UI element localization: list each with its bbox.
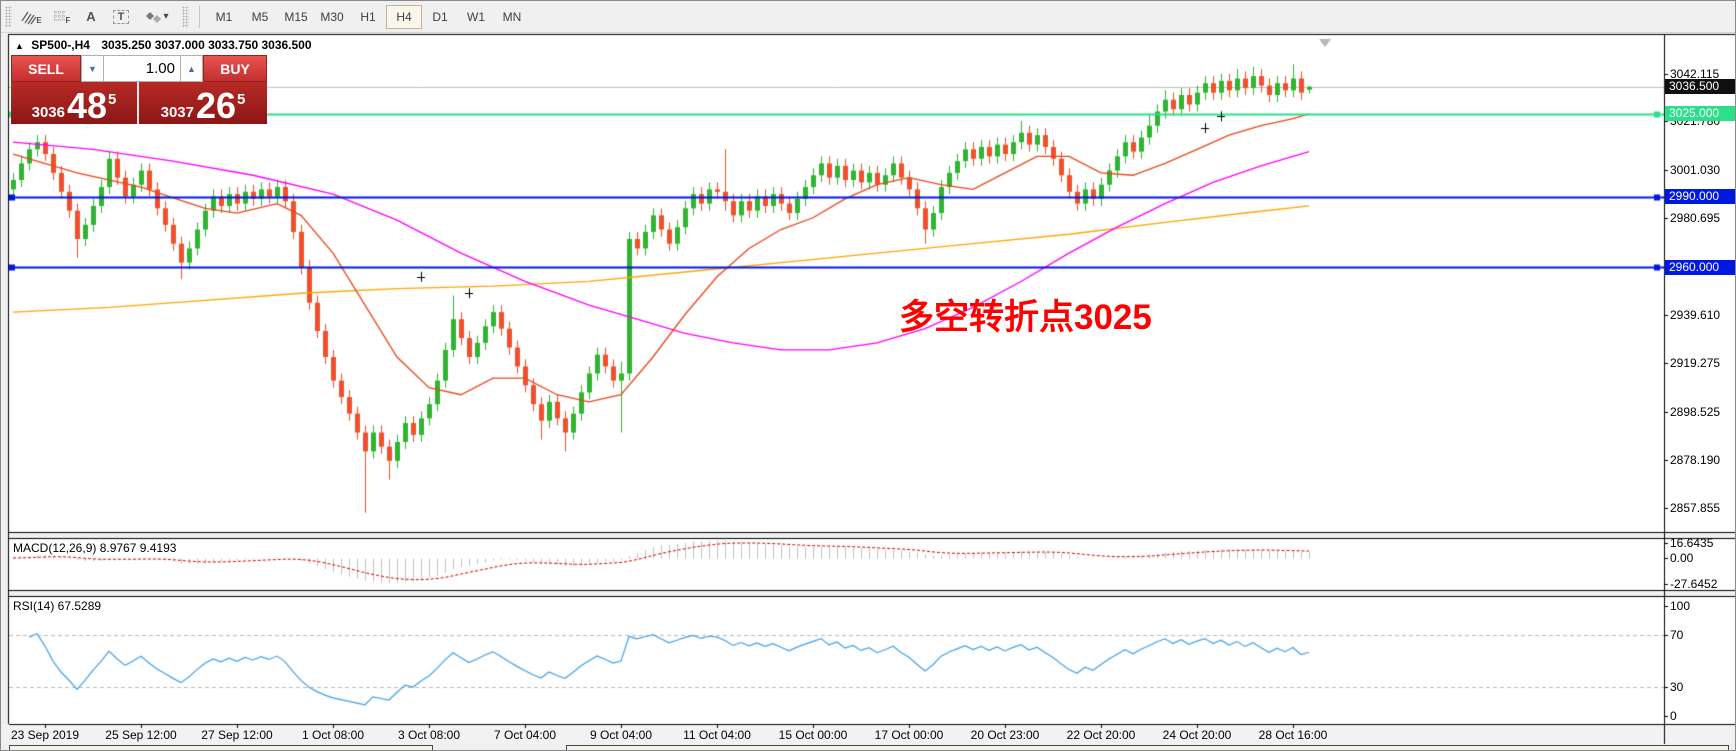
timeframe-button-m15[interactable]: M15: [284, 9, 308, 24]
timeframe-button-d1[interactable]: D1: [432, 9, 448, 24]
sell-price-prefix: 3036: [31, 104, 65, 121]
timeframe-button-m30[interactable]: M30: [320, 9, 344, 24]
price-tick-label: 2919.275: [1670, 356, 1721, 371]
current-price-badge: 3036.500: [1665, 79, 1735, 95]
time-tick-label: 7 Oct 04:00: [493, 728, 557, 742]
time-tick-label: 27 Sep 12:00: [201, 728, 273, 742]
toolbar-grip[interactable]: [5, 5, 12, 28]
timeframe-button-w1[interactable]: W1: [467, 9, 485, 24]
time-tick-label: 22 Oct 20:00: [1066, 728, 1136, 742]
timeframe-bar: M1 M5 M15 M30 H1 H4 D1 W1 MN: [206, 4, 530, 29]
grid-dots-icon: [53, 10, 65, 21]
timeframe-button-h1[interactable]: H1: [360, 9, 376, 24]
indicator-scale-label: 100: [1670, 599, 1691, 613]
price-tick-label: 2980.695: [1670, 211, 1721, 226]
timeframe-button-m5[interactable]: M5: [251, 9, 269, 24]
time-tick-label: 20 Oct 23:00: [970, 728, 1040, 742]
icon-sub-label: F: [65, 16, 71, 25]
toolbar-grip[interactable]: [182, 5, 189, 28]
dropdown-caret-icon: ▾: [163, 11, 169, 22]
time-tick-label: 3 Oct 08:00: [397, 728, 461, 742]
grid-icon[interactable]: F: [46, 5, 76, 29]
hline-badge-2990: 2990.000: [1665, 189, 1735, 204]
hatch-lines-icon: [21, 11, 37, 24]
diamond-arrows-icon: [146, 11, 162, 23]
sell-button[interactable]: SELL: [11, 55, 81, 82]
text-label-icon[interactable]: A: [76, 5, 106, 29]
price-tick-label: 2878.190: [1670, 453, 1721, 468]
toolbar-separator: [199, 5, 200, 28]
sell-price-tile[interactable]: 3036 48 5: [11, 82, 139, 124]
price-tick-label: 3001.030: [1670, 163, 1721, 178]
icon-sub-label: E: [36, 16, 42, 25]
buy-button[interactable]: BUY: [203, 55, 267, 82]
time-tick-label: 24 Oct 20:00: [1162, 728, 1232, 742]
price-tick-label: 3042.115: [1670, 66, 1720, 81]
indicator-scale-label: 16.6435: [1670, 536, 1714, 550]
buy-price-tile[interactable]: 3037 26 5: [139, 82, 267, 124]
chart-tab[interactable]: [566, 745, 1729, 750]
time-tick-label: 23 Sep 2019: [10, 728, 80, 742]
time-tick-label: 17 Oct 00:00: [874, 728, 944, 742]
price-tick-label: 2898.525: [1670, 405, 1721, 420]
time-tick-label: 28 Oct 16:00: [1258, 728, 1328, 742]
buy-price-sup: 5: [237, 91, 246, 108]
timeframe-button-m1[interactable]: M1: [215, 9, 233, 24]
timeframe-button-mn[interactable]: MN: [502, 9, 522, 24]
letter-t-glyph: T: [112, 9, 130, 24]
symbol-period-label: SP500-,H4: [31, 38, 90, 52]
hline-badge-3025: 3025.000: [1665, 106, 1735, 122]
macd-pane-title: MACD(12,26,9) 8.9767 9.4193: [13, 541, 177, 555]
indicators-icon[interactable]: E: [16, 5, 46, 29]
indicator-scale-label: -27.6452: [1670, 577, 1718, 591]
text-box-icon[interactable]: T: [106, 5, 136, 29]
price-tick-label: 2857.855: [1670, 501, 1721, 516]
chart-header: ▲ SP500-,H4 3035.250 3037.000 3033.750 3…: [15, 38, 312, 52]
time-tick-label: 9 Oct 04:00: [589, 728, 653, 742]
price-tick-label: 2939.610: [1670, 308, 1721, 323]
indicator-scale-label: 0: [1670, 709, 1677, 723]
time-tick-label: 25 Sep 12:00: [105, 728, 177, 742]
chart-text-annotation: 多空转折点3025: [899, 298, 1152, 337]
letter-a-glyph: A: [86, 9, 96, 24]
ohlc-readout: 3035.250 3037.000 3033.750 3036.500: [101, 38, 312, 52]
collapse-arrow-icon[interactable]: ▲: [15, 41, 24, 51]
rsi-pane-title: RSI(14) 67.5289: [13, 599, 102, 613]
chart-tab[interactable]: [9, 745, 433, 750]
toolbar: E F A T ▾ M1 M5 M15 M30 H1 H4 D1 W1 MN: [1, 1, 1735, 33]
sell-price-sup: 5: [108, 91, 117, 108]
hline-badge-2960: 2960.000: [1665, 259, 1735, 275]
indicator-scale-label: 30: [1670, 680, 1684, 694]
timeframe-button-h4[interactable]: H4: [386, 4, 422, 29]
volume-decrease-button[interactable]: ▼: [81, 55, 104, 82]
indicator-scale-label: 70: [1670, 628, 1684, 642]
volume-input[interactable]: 1.00: [104, 55, 180, 82]
time-tick-label: 15 Oct 00:00: [778, 728, 848, 742]
time-tick-label: 1 Oct 08:00: [301, 728, 365, 742]
volume-increase-button[interactable]: ▲: [180, 55, 203, 82]
buy-price-prefix: 3037: [160, 104, 194, 121]
shapes-icon[interactable]: ▾: [136, 5, 178, 29]
indicator-scale-label: 0.00: [1670, 551, 1694, 565]
one-click-trading-panel: SELL ▼ 1.00 ▲ BUY 3036 48 5 3037 26 5: [11, 55, 267, 124]
buy-price-big: 26: [195, 85, 237, 126]
sell-price-big: 48: [66, 85, 108, 126]
time-tick-label: 11 Oct 04:00: [683, 728, 751, 742]
